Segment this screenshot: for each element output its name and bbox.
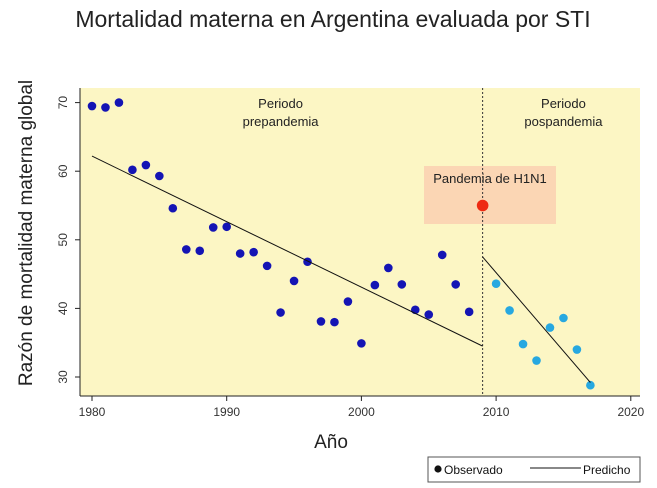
plot-background (80, 88, 640, 396)
legend-predicted-label: Predicho (583, 463, 631, 477)
observed-point-prepandemic (155, 171, 164, 181)
observed-point-prepandemic (249, 247, 258, 257)
observed-point-prepandemic (128, 165, 137, 175)
observed-point-prepandemic (101, 103, 110, 112)
x-tick-label: 1980 (79, 405, 106, 419)
prepandemic-label: Periodo prepandemia (243, 96, 320, 129)
observed-point-prepandemic (303, 257, 312, 267)
y-axis-title: Razón de mortalidad materna global (16, 80, 37, 386)
x-tick-label: 2010 (483, 405, 510, 419)
observed-point-postpandemic (572, 345, 582, 354)
observed-point-prepandemic (289, 276, 299, 286)
x-tick-label: 2020 (617, 405, 644, 419)
x-tick-label: 1990 (213, 405, 240, 419)
postpandemic-label: Periodo pospandemia (524, 96, 603, 129)
y-tick-label: 60 (56, 164, 70, 178)
observed-point-prepandemic (222, 222, 231, 232)
observed-point-prepandemic (168, 203, 178, 213)
x-tick-label: 2000 (348, 405, 375, 419)
observed-point-prepandemic (208, 223, 218, 232)
y-tick-label: 40 (56, 301, 70, 315)
observed-point-postpandemic (491, 279, 501, 289)
observed-point-prepandemic (87, 101, 97, 111)
plot-layer: 1980 1990 2000 2010 2020 30 40 50 60 70 Pandemia d… (56, 88, 644, 419)
legend-observed-label: Observado (444, 463, 503, 477)
observed-point-prepandemic (316, 317, 326, 326)
observed-point-prepandemic (262, 261, 272, 271)
legend-observed-dot-icon (434, 465, 442, 473)
observed-point-postpandemic (586, 380, 595, 390)
x-axis-title: Año (314, 432, 348, 453)
y-tick-label: 30 (56, 370, 70, 384)
observed-point-prepandemic (181, 245, 191, 254)
legend: Observado Predicho (427, 456, 641, 483)
observed-point-prepandemic (141, 160, 151, 170)
observed-point-postpandemic (518, 339, 528, 349)
legend-box (427, 456, 641, 483)
observed-point-prepandemic (384, 263, 393, 273)
observed-point-prepandemic (114, 98, 124, 107)
observed-point-prepandemic (330, 317, 339, 327)
observed-point-prepandemic (410, 305, 420, 315)
observed-point-prepandemic (424, 310, 434, 319)
chart-title: Mortalidad materna en Argentina evaluada… (75, 6, 590, 32)
observed-point-prepandemic (276, 308, 285, 317)
observed-point-prepandemic (437, 250, 447, 260)
observed-point-prepandemic (370, 280, 380, 290)
observed-point-prepandemic (343, 297, 353, 306)
observed-point-postpandemic (545, 323, 555, 332)
y-tick-label: 70 (56, 96, 70, 110)
pandemic-point (476, 199, 489, 212)
observed-point-prepandemic (235, 249, 245, 258)
observed-point-postpandemic (532, 356, 541, 365)
pandemic-label: Pandemia de H1N1 (433, 171, 546, 186)
observed-point-prepandemic (397, 280, 407, 289)
observed-point-prepandemic (195, 246, 205, 256)
observed-point-prepandemic (451, 280, 460, 289)
observed-point-prepandemic (464, 307, 474, 317)
observed-point-postpandemic (505, 306, 514, 315)
trend-line-prepandemic (91, 155, 483, 347)
observed-point-prepandemic (357, 339, 366, 348)
y-tick-label: 50 (56, 233, 70, 247)
pandemic-highlight-box (424, 166, 556, 224)
observed-point-postpandemic (559, 313, 568, 323)
trend-line-postpandemic (482, 256, 591, 383)
